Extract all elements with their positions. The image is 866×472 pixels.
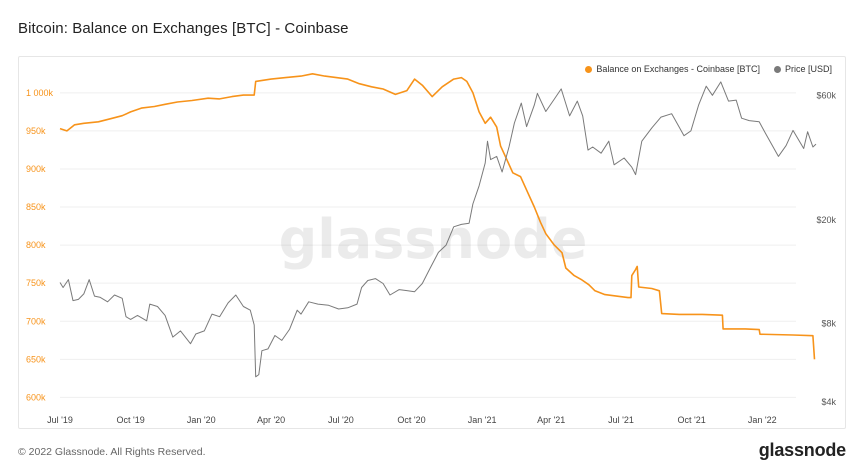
legend-item-balance[interactable]: Balance on Exchanges - Coinbase [BTC] — [585, 64, 760, 74]
chart-panel — [18, 56, 846, 429]
page-title: Bitcoin: Balance on Exchanges [BTC] - Co… — [18, 20, 349, 37]
legend-price-label: Price [USD] — [784, 64, 832, 74]
x-tick-label: Apr '20 — [257, 415, 285, 425]
x-tick-label: Jan '22 — [748, 415, 777, 425]
series-line-price — [59, 81, 817, 378]
legend-item-price[interactable]: Price [USD] — [773, 64, 832, 74]
watermark: glassnode — [279, 208, 588, 271]
legend-balance-swatch — [585, 65, 593, 73]
y-right-tick-label: $20k — [816, 215, 836, 225]
brand-logo[interactable]: glassnode — [758, 440, 846, 460]
y-left-tick-label: 900k — [26, 164, 46, 174]
y-left-tick-label: 650k — [26, 354, 46, 364]
legend-balance-label: Balance on Exchanges - Coinbase [BTC] — [596, 64, 760, 74]
y-left-tick-label: 850k — [26, 202, 46, 212]
y-left-tick-label: 700k — [26, 316, 46, 326]
x-tick-label: Jul '20 — [328, 415, 354, 425]
x-tick-label: Oct '20 — [397, 415, 425, 425]
y-left-tick-label: 600k — [26, 392, 46, 402]
x-tick-label: Oct '19 — [116, 415, 144, 425]
x-tick-label: Apr '21 — [537, 415, 565, 425]
x-tick-label: Jul '19 — [47, 415, 73, 425]
y-left-tick-label: 750k — [26, 278, 46, 288]
copyright-text: © 2022 Glassnode. All Rights Reserved. — [18, 446, 206, 458]
y-right-tick-label: $8k — [821, 319, 836, 329]
x-tick-label: Jan '20 — [187, 415, 216, 425]
x-tick-label: Oct '21 — [678, 415, 706, 425]
y-right-tick-label: $4k — [821, 397, 836, 407]
x-tick-label: Jan '21 — [468, 415, 497, 425]
y-right-tick-label: $60k — [816, 90, 836, 100]
legend-price-swatch — [773, 65, 781, 73]
x-tick-label: Jul '21 — [608, 415, 634, 425]
chart-legend: Balance on Exchanges - Coinbase [BTC] Pr… — [585, 64, 832, 74]
y-left-tick-label: 1 000k — [26, 88, 54, 98]
y-left-tick-label: 950k — [26, 126, 46, 136]
series-line-balance — [59, 73, 816, 360]
y-left-tick-label: 800k — [26, 240, 46, 250]
